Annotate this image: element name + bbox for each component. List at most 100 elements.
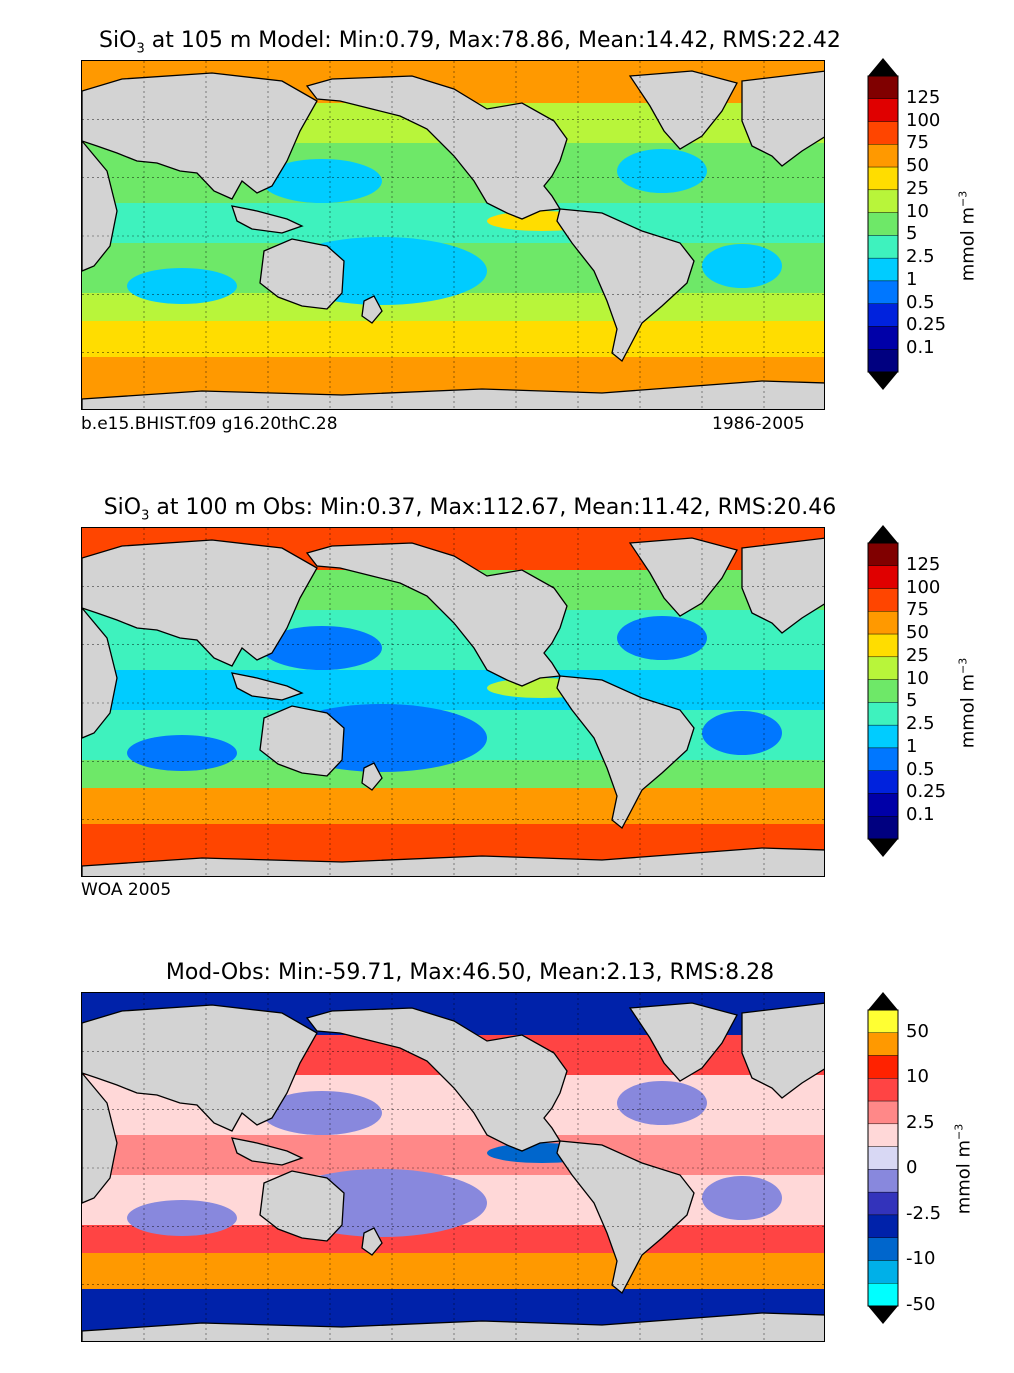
colorbar-tick-label: 2.5 bbox=[906, 713, 935, 735]
colorbar-segment bbox=[867, 121, 899, 145]
north-atlantic-gyre bbox=[617, 1081, 707, 1125]
colorbar-segment bbox=[867, 679, 899, 703]
colorbar-segment bbox=[867, 1055, 899, 1079]
north-pacific-gyre bbox=[262, 626, 382, 670]
colorbar-tick-label: 75 bbox=[906, 599, 929, 621]
land-mass bbox=[82, 72, 318, 200]
colorbar-tick-label: 25 bbox=[906, 177, 929, 199]
north-pacific-gyre bbox=[262, 159, 382, 203]
colorbar-tick-label: 0.25 bbox=[906, 781, 947, 803]
north-atlantic-gyre bbox=[617, 149, 707, 193]
land-mass bbox=[741, 70, 824, 167]
colorbar-segment bbox=[867, 1214, 899, 1238]
colorbar-tick-label: 0.1 bbox=[906, 337, 935, 359]
colorbar-model bbox=[867, 58, 899, 390]
colorbar-obs bbox=[867, 525, 899, 857]
panel-title-model: SiO3 at 105 m Model: Min:0.79, Max:78.86… bbox=[99, 28, 841, 57]
map-model bbox=[81, 60, 825, 410]
colorbar-tick-label: 10 bbox=[906, 200, 929, 222]
colorbar-tick-label: 1 bbox=[906, 735, 918, 757]
colorbar-segment bbox=[867, 793, 899, 817]
colorbar-tick-label: 50 bbox=[906, 155, 929, 177]
colorbar-extend-max bbox=[868, 58, 898, 76]
land-mass bbox=[556, 675, 695, 829]
colorbar-frame bbox=[867, 542, 899, 840]
equatorial-band bbox=[82, 670, 824, 710]
colorbar-tick-label: 10 bbox=[906, 667, 929, 689]
panel-title-diff: Mod-Obs: Min:-59.71, Max:46.50, Mean:2.1… bbox=[165, 960, 775, 985]
colorbar-extend-min bbox=[868, 839, 898, 857]
colorbar-segment bbox=[867, 747, 899, 771]
land-mass bbox=[259, 238, 345, 310]
colorbar-segment bbox=[867, 702, 899, 726]
southern-ocean-band bbox=[82, 1253, 824, 1289]
south-atlantic-gyre bbox=[702, 711, 782, 755]
colorbar-segment bbox=[867, 656, 899, 680]
colorbar-segment bbox=[867, 1032, 899, 1056]
colorbar-tick-label: 0.25 bbox=[906, 314, 947, 336]
land-mass bbox=[82, 847, 824, 876]
colorbar-segment bbox=[867, 1146, 899, 1170]
land-mass bbox=[82, 1004, 318, 1132]
colorbar-segment bbox=[867, 280, 899, 304]
land-mass bbox=[556, 1140, 695, 1294]
indian-ocean-gyre bbox=[127, 268, 237, 304]
colorbar-segment bbox=[867, 724, 899, 749]
colorbar-segment bbox=[867, 98, 899, 122]
indian-ocean-gyre bbox=[127, 735, 237, 771]
colorbar-tick-label: -10 bbox=[906, 1248, 936, 1270]
land-mass bbox=[82, 606, 118, 739]
colorbar-tick-label: 10 bbox=[906, 1066, 929, 1088]
colorbar-segment bbox=[867, 349, 899, 373]
equatorial-band bbox=[82, 1135, 824, 1175]
land-mass bbox=[259, 1170, 345, 1242]
colorbar-segment bbox=[867, 189, 899, 213]
north-atlantic-gyre bbox=[617, 616, 707, 660]
colorbar-segment bbox=[867, 326, 899, 350]
colorbar-frame bbox=[867, 75, 899, 373]
land-mass bbox=[741, 537, 824, 634]
colorbar-tick-label: 2.5 bbox=[906, 246, 935, 268]
colorbar-tick-label: 100 bbox=[906, 109, 941, 131]
land-mass bbox=[361, 1227, 383, 1256]
colorbar-tick-label: 125 bbox=[906, 86, 941, 108]
colorbar-extend-min bbox=[868, 1306, 898, 1324]
land-mass bbox=[556, 208, 695, 362]
colorbar-segment bbox=[867, 1100, 899, 1125]
colorbar-tick-label: 5 bbox=[906, 223, 918, 245]
colorbar-tick-label: -50 bbox=[906, 1294, 936, 1315]
south-atlantic-gyre bbox=[702, 244, 782, 288]
colorbar-segment bbox=[867, 1283, 899, 1307]
land-mass bbox=[231, 672, 304, 701]
colorbar-tick-label: 25 bbox=[906, 644, 929, 666]
colorbar-tick-label: 75 bbox=[906, 132, 929, 154]
land-mass bbox=[741, 1002, 824, 1099]
colorbar-frame bbox=[867, 1009, 899, 1307]
southern-ocean-band bbox=[82, 788, 824, 824]
southern-ocean-band bbox=[82, 321, 824, 357]
colorbar-segment bbox=[867, 144, 899, 168]
caption-years: 1986-2005 bbox=[712, 414, 805, 434]
colorbar-tick-label: 0 bbox=[906, 1157, 918, 1179]
colorbar-extend-min bbox=[868, 372, 898, 390]
colorbar-segment bbox=[867, 1078, 899, 1102]
colorbar-tick-label: 0.5 bbox=[906, 758, 935, 780]
colorbar-extend-max bbox=[868, 992, 898, 1010]
north-pacific-gyre bbox=[262, 1091, 382, 1135]
caption-case-name: b.e15.BHIST.f09 g16.20thC.28 bbox=[81, 414, 338, 434]
colorbar-tick-label: 50 bbox=[906, 622, 929, 644]
colorbar-segment bbox=[867, 303, 899, 327]
colorbar-segment bbox=[867, 75, 899, 99]
colorbar-diff bbox=[867, 992, 899, 1324]
land-mass bbox=[231, 1137, 304, 1166]
colorbar-segment bbox=[867, 565, 899, 589]
colorbar-segment bbox=[867, 212, 899, 236]
colorbar-tick-label: 100 bbox=[906, 576, 941, 598]
colorbar-segment bbox=[867, 166, 899, 191]
colorbar-segment bbox=[867, 1169, 899, 1193]
caption-dataset: WOA 2005 bbox=[81, 880, 172, 900]
colorbar-tick-label: 1 bbox=[906, 268, 918, 290]
colorbar-units-obs: mmol m−3 bbox=[956, 657, 979, 749]
land-mass bbox=[82, 539, 318, 667]
colorbar-tick-label: 50 bbox=[906, 1020, 929, 1042]
